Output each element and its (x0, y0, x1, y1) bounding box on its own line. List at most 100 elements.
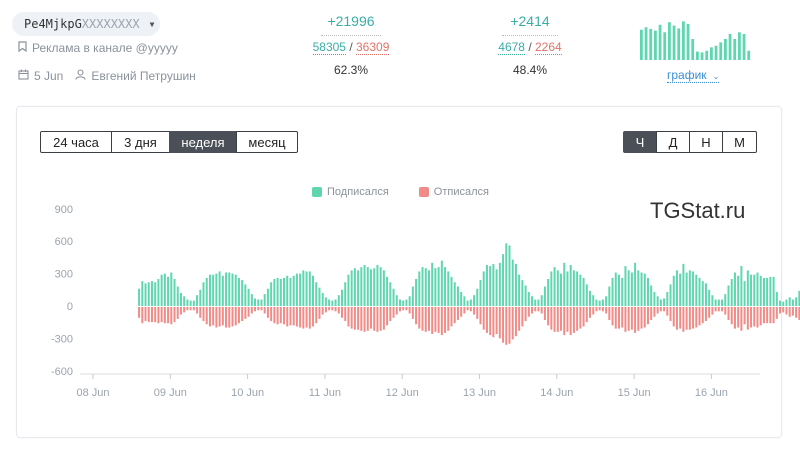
bar-subscribed[interactable] (627, 270, 630, 306)
bar-subscribed[interactable] (150, 281, 153, 306)
bar-subscribed[interactable] (344, 282, 347, 306)
bar-subscribed[interactable] (460, 291, 463, 306)
bar-unsubscribed[interactable] (283, 307, 286, 325)
bar-subscribed[interactable] (489, 266, 492, 306)
bar-unsubscribed[interactable] (466, 307, 469, 311)
bar-unsubscribed[interactable] (360, 307, 363, 331)
bar-subscribed[interactable] (692, 271, 695, 306)
bar-subscribed[interactable] (714, 299, 717, 306)
bar-unsubscribed[interactable] (389, 307, 392, 322)
bar-unsubscribed[interactable] (183, 307, 186, 313)
bar-subscribed[interactable] (447, 271, 450, 306)
bar-unsubscribed[interactable] (418, 307, 421, 329)
bar-subscribed[interactable] (302, 270, 305, 306)
bar-subscribed[interactable] (543, 286, 546, 306)
bar-unsubscribed[interactable] (273, 307, 276, 324)
bar-unsubscribed[interactable] (618, 307, 620, 329)
bar-subscribed[interactable] (366, 267, 369, 306)
bar-unsubscribed[interactable] (669, 307, 672, 322)
bar-subscribed[interactable] (611, 277, 614, 306)
bar-subscribed[interactable] (502, 254, 505, 306)
bar-subscribed[interactable] (331, 300, 334, 306)
bar-unsubscribed[interactable] (543, 307, 546, 320)
bar-unsubscribed[interactable] (424, 307, 427, 332)
bar-subscribed[interactable] (202, 282, 205, 306)
bar-subscribed[interactable] (167, 276, 170, 306)
bar-subscribed[interactable] (186, 299, 189, 306)
bar-subscribed[interactable] (369, 269, 372, 306)
bar-unsubscribed[interactable] (286, 307, 289, 327)
bar-unsubscribed[interactable] (463, 307, 466, 314)
bar-subscribed[interactable] (411, 286, 414, 306)
bar-unsubscribed[interactable] (579, 307, 582, 329)
bar-subscribed[interactable] (595, 299, 598, 306)
bar-unsubscribed[interactable] (315, 307, 318, 324)
bar-unsubscribed[interactable] (228, 307, 231, 328)
bar-unsubscribed[interactable] (321, 307, 324, 315)
bar-unsubscribed[interactable] (431, 307, 434, 334)
period-button-month[interactable]: месяц (236, 131, 298, 153)
bar-unsubscribed[interactable] (663, 307, 666, 312)
bar-unsubscribed[interactable] (624, 307, 627, 332)
bar-unsubscribed[interactable] (167, 307, 170, 324)
bar-subscribed[interactable] (295, 273, 298, 306)
bar-subscribed[interactable] (769, 276, 772, 306)
bar-unsubscribed[interactable] (341, 307, 343, 318)
bar-subscribed[interactable] (653, 291, 656, 306)
bar-unsubscribed[interactable] (553, 307, 556, 332)
bar-subscribed[interactable] (795, 297, 798, 306)
bar-subscribed[interactable] (550, 271, 553, 306)
bar-subscribed[interactable] (424, 268, 427, 306)
bar-subscribed[interactable] (440, 260, 443, 306)
bar-subscribed[interactable] (563, 262, 566, 306)
bar-unsubscribed[interactable] (582, 307, 585, 327)
period-button-3d[interactable]: 3 дня (111, 131, 170, 153)
bar-subscribed[interactable] (421, 267, 424, 306)
bar-subscribed[interactable] (750, 274, 753, 306)
bar-subscribed[interactable] (231, 273, 234, 306)
subscribed-count[interactable]: 58305 (312, 40, 346, 55)
bar-subscribed[interactable] (418, 271, 421, 306)
bar-subscribed[interactable] (257, 299, 260, 306)
bar-subscribed[interactable] (708, 289, 711, 306)
bar-subscribed[interactable] (495, 269, 498, 306)
bar-subscribed[interactable] (469, 299, 472, 306)
bar-subscribed[interactable] (505, 243, 508, 306)
granularity-button-month[interactable]: М (722, 131, 757, 153)
bar-unsubscribed[interactable] (202, 307, 205, 322)
bar-unsubscribed[interactable] (785, 307, 788, 315)
bar-subscribed[interactable] (308, 271, 311, 306)
bar-subscribed[interactable] (527, 291, 530, 306)
bar-unsubscribed[interactable] (344, 307, 347, 322)
bar-subscribed[interactable] (685, 272, 688, 306)
bar-unsubscribed[interactable] (679, 307, 682, 329)
bar-unsubscribed[interactable] (421, 307, 424, 331)
bar-subscribed[interactable] (179, 293, 182, 306)
bar-unsubscribed[interactable] (144, 307, 147, 322)
bar-unsubscribed[interactable] (717, 307, 720, 312)
bar-unsubscribed[interactable] (225, 307, 228, 328)
bar-subscribed[interactable] (531, 296, 534, 306)
bar-unsubscribed[interactable] (157, 307, 160, 324)
bar-subscribed[interactable] (395, 295, 398, 306)
bar-unsubscribed[interactable] (247, 307, 250, 317)
bar-unsubscribed[interactable] (440, 307, 443, 336)
bar-unsubscribed[interactable] (762, 307, 765, 324)
bar-unsubscribed[interactable] (779, 307, 782, 314)
bar-subscribed[interactable] (434, 268, 437, 306)
bar-subscribed[interactable] (508, 245, 511, 306)
bar-unsubscribed[interactable] (357, 307, 360, 330)
bar-subscribed[interactable] (208, 274, 211, 306)
bar-unsubscribed[interactable] (750, 307, 753, 328)
bar-unsubscribed[interactable] (495, 307, 498, 334)
bar-unsubscribed[interactable] (740, 307, 743, 331)
bar-subscribed[interactable] (289, 277, 292, 306)
bar-subscribed[interactable] (524, 285, 527, 306)
bar-unsubscribed[interactable] (733, 307, 736, 329)
bar-subscribed[interactable] (556, 270, 559, 306)
bar-subscribed[interactable] (737, 275, 740, 306)
bar-subscribed[interactable] (566, 271, 569, 306)
bar-unsubscribed[interactable] (479, 307, 482, 325)
bar-subscribed[interactable] (782, 301, 785, 306)
bar-unsubscribed[interactable] (653, 307, 656, 317)
